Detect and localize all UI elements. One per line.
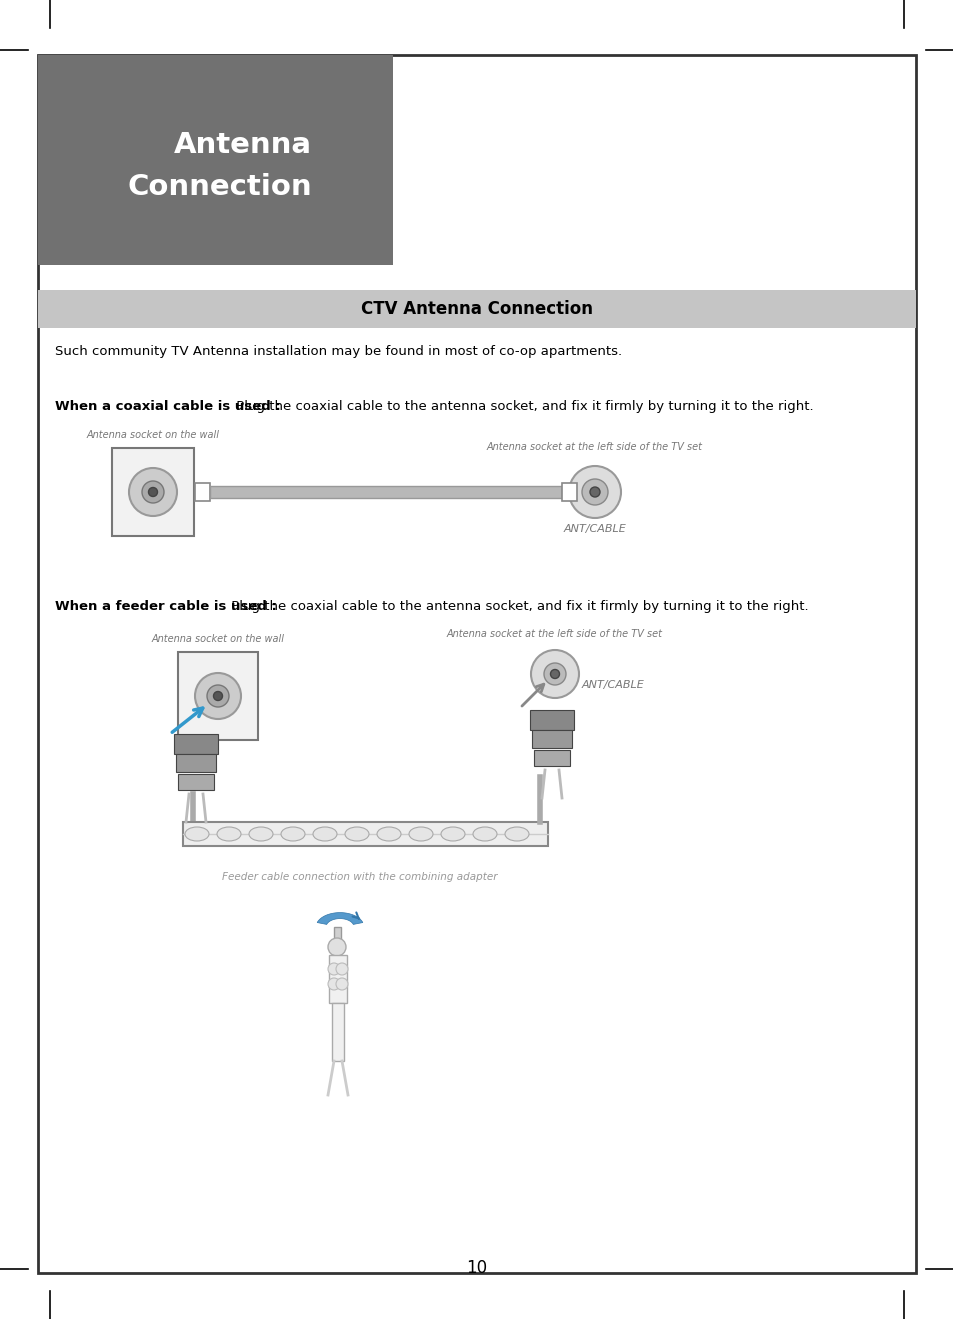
Bar [334, 927, 340, 944]
Ellipse shape [185, 827, 209, 842]
Bar [332, 1002, 344, 1060]
Text: Connection: Connection [128, 173, 312, 200]
Ellipse shape [313, 827, 336, 842]
Bar [38, 55, 393, 265]
Ellipse shape [376, 827, 400, 842]
Circle shape [207, 685, 229, 707]
Text: When a coaxial cable is used :: When a coaxial cable is used : [55, 400, 280, 413]
Circle shape [213, 691, 222, 700]
Ellipse shape [345, 827, 369, 842]
Ellipse shape [473, 827, 497, 842]
Circle shape [328, 938, 346, 956]
Bar [530, 710, 574, 729]
Text: ANT/CABLE: ANT/CABLE [563, 524, 626, 534]
Circle shape [142, 481, 164, 503]
Text: Plug the coaxial cable to the antenna socket, and fix it firmly by turning it to: Plug the coaxial cable to the antenna so… [227, 600, 808, 613]
Circle shape [531, 650, 578, 698]
Bar [329, 955, 347, 1002]
Ellipse shape [281, 827, 305, 842]
Ellipse shape [440, 827, 464, 842]
Ellipse shape [249, 827, 273, 842]
Bar [532, 729, 572, 748]
Circle shape [328, 977, 339, 991]
Text: Antenna socket at the left side of the TV set: Antenna socket at the left side of the T… [447, 629, 662, 638]
Text: Such community TV Antenna installation may be found in most of co-op apartments.: Such community TV Antenna installation m… [55, 346, 621, 357]
Text: Antenna socket on the wall: Antenna socket on the wall [152, 634, 284, 644]
Bar [210, 485, 561, 499]
Circle shape [550, 670, 558, 678]
Circle shape [335, 977, 348, 991]
Circle shape [129, 468, 177, 516]
Circle shape [149, 488, 157, 496]
Polygon shape [316, 913, 362, 925]
Bar [175, 754, 215, 772]
Bar [183, 822, 547, 845]
Text: Antenna: Antenna [173, 131, 312, 160]
Circle shape [335, 963, 348, 975]
Bar [194, 483, 210, 501]
Text: When a feeder cable is used :: When a feeder cable is used : [55, 600, 276, 613]
Text: Antenna socket at the left side of the TV set: Antenna socket at the left side of the T… [486, 442, 702, 452]
Circle shape [543, 663, 565, 685]
Bar [561, 483, 577, 501]
Circle shape [589, 487, 599, 497]
Bar [38, 290, 915, 328]
Circle shape [568, 466, 620, 518]
Ellipse shape [409, 827, 433, 842]
Text: CTV Antenna Connection: CTV Antenna Connection [360, 299, 593, 318]
Bar [178, 774, 213, 790]
Text: 10: 10 [466, 1260, 487, 1277]
Text: Antenna socket on the wall: Antenna socket on the wall [87, 430, 219, 441]
Bar [173, 733, 218, 754]
Ellipse shape [216, 827, 241, 842]
Bar [534, 751, 569, 766]
Text: Plug the coaxial cable to the antenna socket, and fix it firmly by turning it to: Plug the coaxial cable to the antenna so… [232, 400, 813, 413]
Circle shape [194, 673, 241, 719]
Bar [112, 448, 193, 536]
Circle shape [581, 479, 607, 505]
Bar [178, 652, 257, 740]
Text: ANT/CABLE: ANT/CABLE [581, 681, 644, 690]
Text: Feeder cable connection with the combining adapter: Feeder cable connection with the combini… [222, 872, 497, 882]
Ellipse shape [504, 827, 529, 842]
Circle shape [328, 963, 339, 975]
